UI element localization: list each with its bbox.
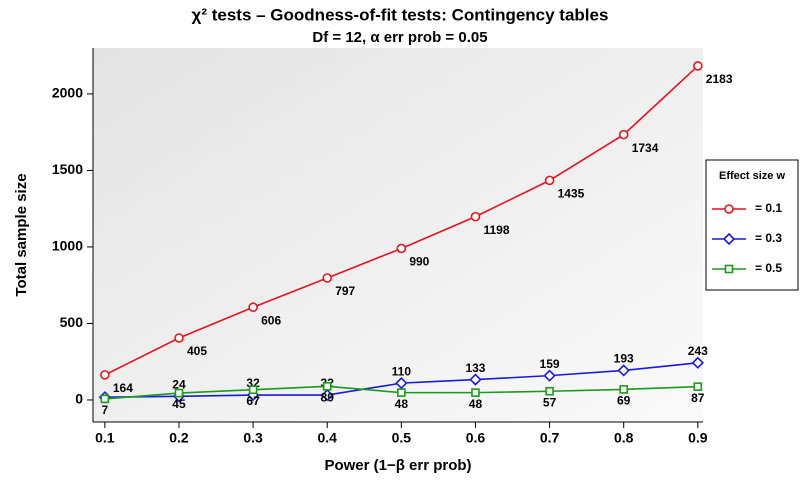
data-label: 606 — [261, 313, 281, 327]
data-label: 133 — [465, 361, 485, 375]
data-label: 405 — [187, 344, 207, 358]
data-point — [618, 129, 629, 140]
data-point — [396, 243, 407, 254]
x-tick-label: 0.1 — [95, 430, 115, 446]
x-tick-label: 0.3 — [243, 430, 263, 446]
data-label: 243 — [688, 344, 708, 358]
data-point — [174, 388, 184, 398]
legend-marker — [722, 232, 736, 246]
data-label: 990 — [409, 255, 429, 269]
y-tick-label: 1000 — [52, 238, 83, 254]
data-point — [397, 388, 406, 397]
data-label: 1734 — [632, 141, 659, 155]
data-point — [693, 61, 703, 71]
data-label: 159 — [540, 357, 560, 371]
data-point — [544, 175, 555, 186]
data-label: 57 — [543, 395, 557, 409]
x-tick-label: 0.4 — [317, 430, 337, 446]
y-axis-label: Total sample size — [13, 173, 30, 296]
data-label: 48 — [395, 397, 409, 411]
data-label: 193 — [614, 352, 634, 366]
data-label: 45 — [172, 397, 186, 411]
data-label: 7 — [102, 403, 109, 417]
plot-area — [93, 48, 703, 422]
data-point — [693, 382, 703, 391]
data-point — [174, 333, 184, 343]
data-label: 110 — [392, 364, 412, 378]
data-point — [322, 382, 332, 391]
data-point — [100, 370, 110, 380]
chart-title: χ² tests – Goodness-of-fit tests: Contin… — [192, 5, 609, 24]
x-tick-label: 0.7 — [540, 430, 560, 446]
data-label: 1435 — [558, 187, 585, 201]
x-axis-label: Power (1−β err prob) — [324, 457, 471, 474]
x-tick-label: 0.2 — [169, 430, 189, 446]
y-tick-label: 0 — [75, 391, 83, 407]
data-point — [322, 273, 333, 283]
data-label: 48 — [469, 397, 483, 411]
legend-label: = 0.3 — [755, 231, 782, 245]
data-point — [321, 388, 334, 402]
legend-marker — [724, 204, 734, 214]
y-tick-label: 1500 — [52, 161, 83, 177]
data-point — [545, 386, 554, 396]
data-point — [619, 385, 628, 394]
legend-label: = 0.1 — [755, 201, 782, 215]
data-point — [617, 364, 630, 377]
data-point — [248, 385, 258, 395]
data-label: 69 — [617, 394, 631, 408]
legend-title: Effect size w — [719, 170, 785, 182]
data-point — [469, 373, 482, 386]
data-label: 24 — [172, 377, 186, 391]
data-point — [471, 388, 480, 397]
data-point — [100, 394, 110, 404]
data-point — [543, 369, 556, 382]
data-label: 797 — [335, 284, 355, 298]
data-point — [470, 211, 481, 222]
x-tick-label: 0.6 — [466, 430, 486, 446]
chart-subtitle: Df = 12, α err prob = 0.05 — [312, 29, 487, 46]
data-label: 67 — [246, 394, 260, 408]
data-label: 1198 — [483, 223, 509, 237]
data-label: 87 — [691, 391, 705, 405]
y-tick-label: 500 — [60, 314, 84, 330]
x-tick-label: 0.5 — [392, 430, 412, 446]
y-tick-label: 2000 — [52, 85, 83, 101]
data-label: 2183 — [706, 72, 733, 86]
x-tick-label: 0.8 — [614, 430, 634, 446]
data-point — [395, 376, 408, 390]
data-point — [691, 356, 704, 369]
data-label: 164 — [113, 381, 133, 395]
x-tick-label: 0.9 — [688, 430, 708, 446]
data-label: 89 — [321, 391, 335, 405]
data-point — [248, 302, 258, 313]
legend-marker — [724, 264, 734, 274]
legend-label: = 0.5 — [755, 261, 782, 275]
